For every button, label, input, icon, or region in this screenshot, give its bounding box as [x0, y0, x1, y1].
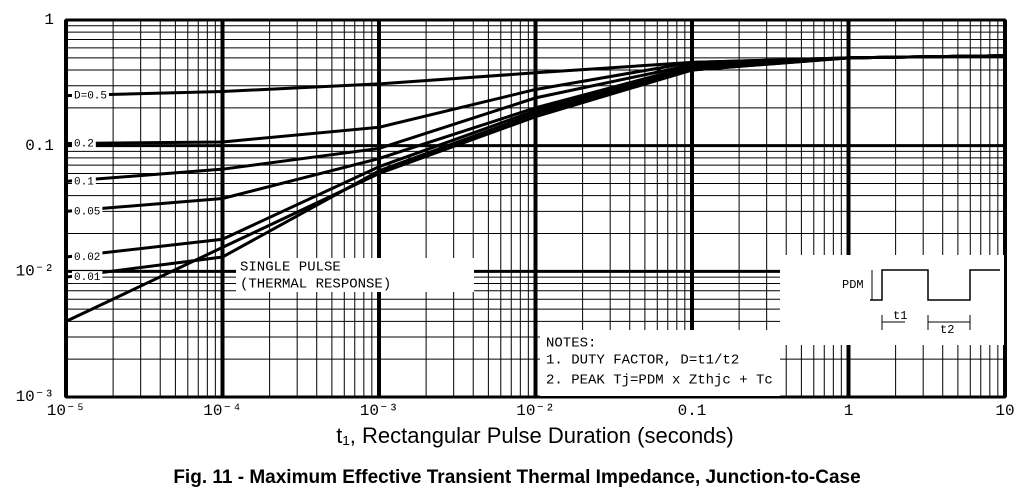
label-bg [72, 271, 103, 284]
chart-title: Fig. 11 - Maximum Effective Transient Th… [173, 467, 860, 488]
x-tick-label: 10 [995, 402, 1014, 420]
boxes: PDM t1 t2 NOTES: 1. DUTY FACTOR, D=t1/t2… [540, 255, 1004, 396]
series-label: 0.2 [74, 138, 94, 150]
label-bg [72, 175, 96, 188]
series-label: 0.02 [74, 252, 100, 264]
label-bg [72, 89, 110, 102]
note: NOTES: [546, 336, 596, 352]
x-tick-label: 10⁻² [516, 402, 554, 420]
notes-box [540, 330, 780, 396]
label-bg [72, 251, 103, 264]
series-label: 0.1 [74, 176, 94, 188]
waveform-label: t1 [893, 309, 907, 323]
waveform-label: t2 [940, 323, 954, 337]
series-label: 0.01 [74, 272, 101, 284]
y-tick-label: 1 [44, 11, 54, 29]
waveform-dimensions [871, 270, 971, 330]
y-tick-label: 10⁻³ [16, 388, 54, 406]
label-bg [72, 137, 96, 150]
x-tick-label: 10⁻³ [360, 402, 398, 420]
x-tick-label: 10⁻⁴ [203, 402, 241, 420]
annotation: (THERMAL RESPONSE) [240, 277, 391, 293]
x-tick-label: 0.1 [678, 402, 707, 420]
note: 1. DUTY FACTOR, D=t1/t2 [546, 353, 739, 369]
waveform [870, 269, 1000, 301]
label-bg [236, 258, 474, 292]
x-tick-label: 1 [844, 402, 854, 420]
x-tick-label: 10⁻⁵ [47, 402, 85, 420]
series-line [65, 54, 1006, 323]
label-bg [72, 205, 103, 218]
waveform-label: PDM [842, 278, 864, 292]
y-tick-label: 10⁻² [16, 263, 54, 281]
series-label: SINGLE PULSE [240, 260, 341, 276]
plot-frame [64, 18, 1007, 399]
series-label: D=0.5 [74, 91, 107, 103]
note: 2. PEAK Tj=PDM x Zthjc + Tc [546, 373, 773, 389]
series-label: 0.05 [74, 206, 100, 218]
x-axis-label: t₁, Rectangular Pulse Duration (seconds) [336, 423, 734, 448]
y-tick-label: 0.1 [25, 137, 54, 155]
